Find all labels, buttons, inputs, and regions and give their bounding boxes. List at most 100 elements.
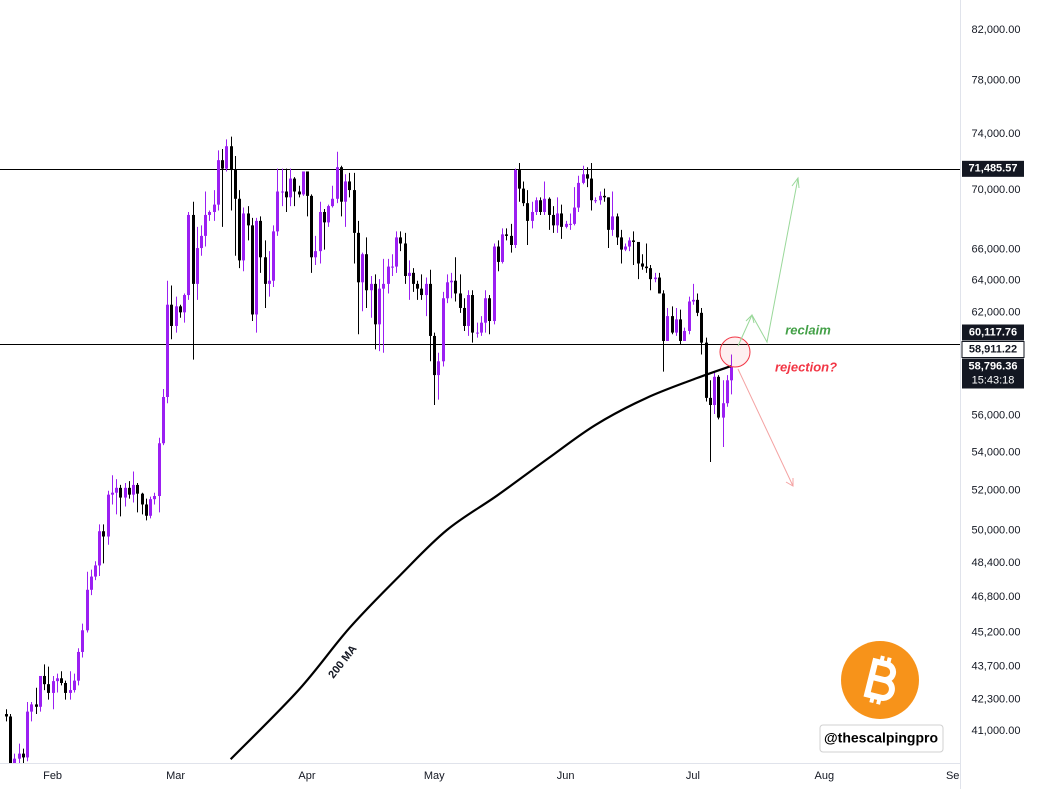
candle-body — [314, 251, 317, 258]
candle-body — [234, 170, 237, 199]
candle-body — [586, 174, 589, 179]
candle-body — [331, 198, 334, 207]
candle-body — [213, 204, 216, 212]
candle-body — [628, 240, 631, 247]
candle-body — [365, 254, 368, 291]
candle-body — [459, 293, 462, 308]
candle-body — [128, 487, 131, 495]
y-tick-label: 46,800.00 — [972, 591, 1021, 603]
x-tick-label: Jul — [686, 770, 700, 782]
y-tick-label: 50,000.00 — [972, 524, 1021, 536]
price-label-box — [962, 358, 1024, 389]
candle-body — [387, 266, 390, 284]
y-tick-label: 82,000.00 — [972, 24, 1021, 36]
candle-body — [217, 160, 220, 205]
candle-body — [43, 675, 46, 685]
candle-body — [543, 198, 546, 212]
candle-body — [569, 223, 572, 225]
candle-body — [124, 487, 127, 498]
candle-body — [531, 211, 534, 221]
candle-body — [539, 200, 542, 212]
candle-body — [298, 191, 301, 195]
candle-body — [73, 680, 76, 691]
candle-body — [115, 487, 118, 493]
candle-body — [119, 487, 122, 498]
candle-body — [641, 263, 644, 267]
rejection-label: rejection? — [775, 359, 837, 374]
y-tick-label: 62,000.00 — [972, 307, 1021, 319]
candle-body — [404, 243, 407, 276]
candle-body — [599, 195, 602, 201]
price-label-box — [962, 324, 1024, 341]
candle-body — [242, 213, 245, 261]
reclaim-label: reclaim — [785, 322, 831, 337]
candle-body — [289, 178, 292, 198]
price-label: 58,796.36 — [969, 360, 1018, 372]
candle-body — [187, 214, 190, 296]
candle-body — [361, 254, 364, 283]
candle-body — [136, 484, 139, 494]
candle-body — [590, 178, 593, 201]
y-tick-label: 78,000.00 — [972, 75, 1021, 87]
candle-body — [230, 146, 233, 171]
candle-body — [611, 216, 614, 230]
candle-body — [60, 678, 63, 683]
candle-body — [162, 397, 165, 444]
y-tick-label: 42,300.00 — [972, 694, 1021, 706]
candle-body — [302, 171, 305, 195]
candle-body — [141, 493, 144, 505]
candle-body — [692, 299, 695, 302]
candle-body — [594, 200, 597, 202]
candle-body — [688, 301, 691, 331]
candle-body — [170, 304, 173, 326]
candle-body — [319, 211, 322, 252]
candle-body — [268, 280, 271, 284]
candle-body — [175, 306, 178, 326]
candle-body — [526, 203, 529, 221]
candle-body — [13, 758, 16, 763]
candle-body — [726, 380, 729, 404]
candle-body — [560, 213, 563, 227]
candle-body — [293, 178, 296, 192]
candle-body — [654, 277, 657, 280]
highlight-circle — [719, 336, 751, 368]
candle-body — [510, 235, 513, 246]
candle-body — [204, 214, 207, 236]
x-tick-label: Jun — [557, 770, 575, 782]
candle-body — [437, 361, 440, 376]
watermark-box — [819, 724, 944, 753]
candle-body — [666, 316, 669, 341]
candle-body — [399, 237, 402, 244]
bitcoin-logo — [841, 641, 919, 719]
moving-average — [229, 365, 732, 760]
candle-body — [56, 678, 59, 682]
candle-body — [484, 298, 487, 323]
candle-body — [607, 197, 610, 230]
candle-body — [259, 220, 262, 258]
candle-body — [90, 576, 93, 590]
candle-body — [30, 704, 33, 712]
candle-body — [577, 182, 580, 208]
x-tick-label: Aug — [815, 770, 835, 782]
candle-body — [153, 496, 156, 500]
candle-body — [535, 200, 538, 212]
candle-body — [208, 211, 211, 215]
candle-body — [548, 198, 551, 215]
y-tick-label: 64,000.00 — [972, 275, 1021, 287]
candle-body — [514, 170, 517, 246]
x-tick-label: May — [424, 770, 445, 782]
candle-body — [81, 630, 84, 652]
reclaim-arrow — [737, 176, 800, 347]
candle-body — [382, 283, 385, 289]
candle-body — [505, 234, 508, 236]
candle-body — [166, 304, 169, 398]
price-axis-background — [960, 0, 1037, 789]
candle-body — [408, 272, 411, 276]
candle-body — [5, 714, 8, 717]
candle-body — [395, 237, 398, 267]
candle-body — [391, 266, 394, 268]
annotations: reclaim rejection? @thescalpingpro — [719, 176, 944, 753]
price-label: 58,911.22 — [969, 343, 1017, 355]
candle-body — [662, 293, 665, 341]
y-tick-label: 41,000.00 — [972, 725, 1021, 737]
